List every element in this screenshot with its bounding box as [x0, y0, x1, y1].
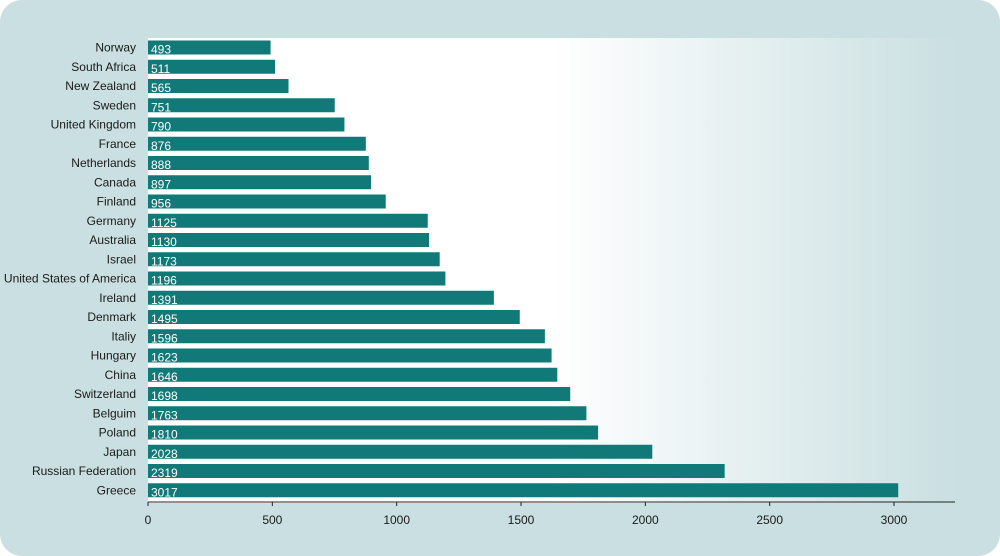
bar-13 — [148, 290, 494, 305]
category-label: United Kingdom — [51, 118, 136, 132]
bar-6 — [148, 156, 369, 170]
category-label: Belguim — [93, 406, 136, 420]
bar-9 — [148, 213, 428, 228]
value-label: 956 — [151, 197, 171, 211]
value-label: 790 — [151, 120, 171, 134]
value-label: 1391 — [151, 293, 178, 307]
category-label: Japan — [103, 445, 136, 459]
bar-16 — [148, 348, 552, 363]
bar-5 — [148, 136, 366, 151]
category-label: China — [105, 368, 137, 382]
bar-18 — [148, 387, 571, 401]
bar-14 — [148, 310, 520, 324]
category-label: Greece — [97, 483, 137, 497]
value-label: 888 — [151, 158, 171, 172]
category-label: New Zealand — [65, 79, 136, 93]
value-label: 1698 — [151, 389, 178, 403]
category-label: France — [99, 137, 137, 151]
bar-22 — [148, 464, 725, 478]
x-tick-label: 0 — [145, 513, 152, 527]
x-ticks-group: 0 500 1000 1500 2000 2500 3000 — [145, 502, 908, 527]
value-label: 897 — [151, 177, 171, 191]
value-label: 1596 — [151, 331, 178, 345]
value-label: 751 — [151, 100, 171, 114]
value-label: 1495 — [151, 312, 178, 326]
category-label: Netherlands — [71, 156, 136, 170]
bar-17 — [148, 367, 558, 382]
category-label: Norway — [95, 41, 136, 55]
value-label: 3017 — [151, 485, 178, 499]
value-label: 1196 — [151, 274, 177, 288]
category-label: Russian Federation — [32, 464, 136, 478]
category-label: United States of America — [4, 272, 136, 286]
category-label: Canada — [94, 175, 136, 189]
value-label: 1810 — [151, 428, 178, 442]
bar-2 — [148, 79, 289, 93]
category-label: Switzerland — [74, 387, 136, 401]
value-labels-group: 493 511 565 751 790 876 888 897 956 1125 1130 1173 1… — [151, 43, 178, 500]
value-label: 1130 — [151, 235, 177, 249]
value-label: 1646 — [151, 370, 178, 384]
x-tick-label: 3000 — [881, 513, 908, 527]
category-label: Finland — [97, 195, 136, 209]
bars-group — [148, 40, 899, 498]
value-label: 2028 — [151, 447, 178, 461]
x-tick-label: 2500 — [756, 513, 783, 527]
bar-19 — [148, 406, 587, 421]
bar-3 — [148, 98, 335, 113]
bar-7 — [148, 175, 372, 190]
bar-20 — [148, 425, 599, 440]
category-label: Denmark — [87, 310, 137, 324]
bar-15 — [148, 329, 545, 344]
bar-23 — [148, 483, 899, 498]
bar-4 — [148, 117, 345, 132]
x-tick-label: 1000 — [383, 513, 410, 527]
value-label: 1173 — [151, 254, 177, 268]
bar-10 — [148, 233, 429, 247]
bar-12 — [148, 271, 446, 286]
category-label: Sweden — [93, 98, 136, 112]
bar-0 — [148, 40, 271, 55]
category-label: Italiy — [111, 329, 136, 343]
category-label: Poland — [99, 426, 136, 440]
category-label: Germany — [87, 214, 136, 228]
bar-21 — [148, 444, 653, 459]
bar-1 — [148, 59, 276, 74]
category-label: Ireland — [99, 291, 136, 305]
value-label: 1125 — [151, 216, 177, 230]
category-label: Australia — [89, 233, 136, 247]
x-tick-label: 2000 — [632, 513, 659, 527]
category-label: Israel — [107, 252, 136, 266]
category-labels-group: Norway South Africa New Zealand Sweden Unite… — [4, 41, 137, 498]
category-label: South Africa — [71, 60, 136, 74]
value-label: 1623 — [151, 351, 178, 365]
x-tick-label: 500 — [262, 513, 282, 527]
value-label: 2319 — [151, 466, 178, 480]
value-label: 511 — [151, 62, 170, 76]
bar-8 — [148, 194, 386, 209]
x-tick-label: 1500 — [508, 513, 535, 527]
value-label: 876 — [151, 139, 171, 153]
value-label: 1763 — [151, 408, 178, 422]
value-label: 565 — [151, 81, 171, 95]
value-label: 493 — [151, 43, 171, 57]
bar-11 — [148, 252, 440, 267]
category-label: Hungary — [91, 349, 136, 363]
